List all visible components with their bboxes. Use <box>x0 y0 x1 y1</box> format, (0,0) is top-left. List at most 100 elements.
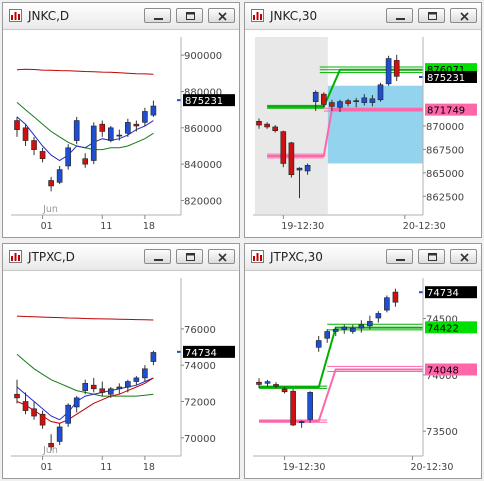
price-chart[interactable]: 74500 74000 73500 74734 74422 74048 19-12:30 20… <box>245 270 481 478</box>
candle-body <box>142 368 148 379</box>
plot-area <box>11 278 181 456</box>
plot-area <box>253 278 423 456</box>
candle-body <box>39 151 46 159</box>
level-step-line <box>259 368 423 423</box>
window-titlebar[interactable]: JTPXC,D <box>3 244 239 271</box>
candle-body <box>56 426 63 442</box>
candle-body <box>280 131 287 164</box>
chart-window-jtpxc-daily[interactable]: JTPXC,D 76000 74000 72000 70000 74734 01 11 18 J… <box>2 243 240 479</box>
price-chart[interactable]: 76000 74000 72000 70000 74734 01 11 18 Jun <box>3 270 239 478</box>
chart-window-icon <box>9 9 22 22</box>
candle-body <box>367 321 373 327</box>
candle-body <box>107 127 114 141</box>
close-button[interactable] <box>208 8 235 23</box>
candle-body <box>332 328 339 332</box>
minimize-button[interactable] <box>144 8 171 23</box>
price-tag <box>425 321 477 334</box>
candle-body <box>125 122 131 134</box>
candle-body <box>392 291 399 303</box>
y-tick-label: 862500 <box>426 192 464 203</box>
candle-body <box>361 97 368 103</box>
chart-window-icon <box>251 9 264 22</box>
restore-icon <box>186 253 195 261</box>
candle-body <box>82 383 89 391</box>
price-tag-label: 875231 <box>427 73 465 84</box>
window-titlebar[interactable]: JNKC,30 <box>245 3 481 30</box>
candle-body <box>73 120 80 141</box>
chart-window-icon <box>251 250 264 263</box>
candle-body <box>273 384 279 387</box>
window-titlebar[interactable]: JTPXC,30 <box>245 244 481 271</box>
candle-body <box>133 123 140 127</box>
chart-window-icon <box>9 250 22 263</box>
close-button[interactable] <box>450 249 477 264</box>
candle-body <box>90 125 97 161</box>
minimize-icon <box>154 18 163 20</box>
price-tag-label: 74422 <box>427 323 459 334</box>
chart-window-jnkc-daily[interactable]: JNKC,D 900000 880000 860000 840000 820000 875… <box>2 2 240 238</box>
candle-body <box>288 142 295 176</box>
y-tick-label: 74000 <box>184 361 216 372</box>
price-tag-label: 875231 <box>185 96 223 107</box>
price-zone <box>327 85 423 164</box>
candle-body <box>39 413 46 426</box>
y-tick-label: 74500 <box>426 315 458 326</box>
candle-body <box>377 84 384 101</box>
close-icon <box>218 12 227 21</box>
candle-body <box>256 381 262 385</box>
y-tick-label: 73500 <box>426 427 458 438</box>
candle-body <box>99 388 106 393</box>
restore-icon <box>428 12 437 20</box>
x-tick-label: 01 <box>41 221 53 232</box>
window-title: JTPXC,D <box>28 250 75 264</box>
moving-average-line <box>16 315 154 321</box>
candle-body <box>369 98 376 103</box>
window-title: JNKC,D <box>28 9 70 23</box>
candle-body <box>264 381 271 384</box>
chart-window-jtpxc-30min[interactable]: JTPXC,30 74500 74000 73500 74734 74422 74048 1… <box>244 243 482 479</box>
candle-body <box>56 169 63 183</box>
y-tick-label: 76000 <box>184 325 216 336</box>
candle-body <box>272 126 279 131</box>
close-icon <box>218 253 227 262</box>
candle-body <box>90 384 97 390</box>
price-tag-label: 876071 <box>427 65 465 76</box>
y-tick-label: 70000 <box>184 434 216 445</box>
moving-average-line <box>16 377 154 424</box>
price-tag-label: 74734 <box>185 348 217 359</box>
candle-body <box>142 111 148 123</box>
y-tick-label: 840000 <box>184 160 222 171</box>
restore-button[interactable] <box>418 249 445 264</box>
minimize-button[interactable] <box>386 249 413 264</box>
candle-body <box>31 408 37 417</box>
y-tick-label: 865000 <box>426 169 464 180</box>
minimize-button[interactable] <box>144 249 171 264</box>
candle-body <box>375 313 382 319</box>
price-chart[interactable]: 900000 880000 860000 840000 820000 875231 01 11… <box>3 29 239 237</box>
restore-button[interactable] <box>176 8 203 23</box>
candle-body <box>353 100 359 103</box>
price-tag <box>425 286 477 299</box>
candle-body <box>393 60 400 77</box>
minimize-icon <box>396 18 405 20</box>
x-tick-label: 11 <box>100 462 112 473</box>
restore-icon <box>428 253 437 261</box>
candle-body <box>48 442 54 448</box>
close-button[interactable] <box>450 8 477 23</box>
restore-button[interactable] <box>418 8 445 23</box>
close-icon <box>460 253 469 262</box>
moving-average-line <box>16 116 154 162</box>
window-titlebar[interactable]: JNKC,D <box>3 3 239 30</box>
candle-body <box>296 167 303 171</box>
price-tag-label: 74734 <box>427 288 459 299</box>
chart-window-jnkc-30min[interactable]: JNKC,30 870000 867500 865000 862500 876071 87… <box>244 2 482 238</box>
x-month-label: Jun <box>42 445 58 456</box>
minimize-button[interactable] <box>386 8 413 23</box>
candle-body <box>107 388 114 395</box>
candle-body <box>312 91 319 102</box>
candle-body <box>48 180 54 187</box>
restore-button[interactable] <box>176 249 203 264</box>
close-button[interactable] <box>208 249 235 264</box>
y-tick-label: 880000 <box>184 87 222 98</box>
